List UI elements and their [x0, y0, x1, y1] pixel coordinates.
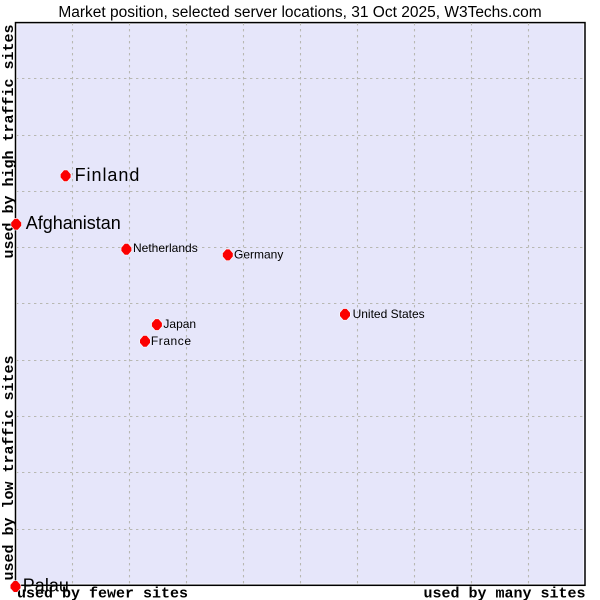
svg-text:used by low traffic sites: used by low traffic sites: [1, 355, 18, 580]
svg-text:Japan: Japan: [163, 317, 196, 331]
svg-text:used by high traffic sites: used by high traffic sites: [1, 24, 18, 258]
svg-text:Afghanistan: Afghanistan: [26, 213, 121, 233]
svg-text:Market position, selected serv: Market position, selected server locatio…: [58, 4, 541, 21]
svg-text:Netherlands: Netherlands: [133, 241, 198, 255]
svg-text:Finland: Finland: [75, 165, 141, 185]
svg-text:used by many sites: used by many sites: [423, 586, 585, 600]
svg-text:United States: United States: [353, 307, 425, 321]
svg-text:used by fewer sites: used by fewer sites: [17, 586, 188, 600]
svg-text:Germany: Germany: [234, 248, 283, 262]
svg-text:Palau: Palau: [23, 575, 69, 595]
svg-text:France: France: [151, 334, 192, 348]
